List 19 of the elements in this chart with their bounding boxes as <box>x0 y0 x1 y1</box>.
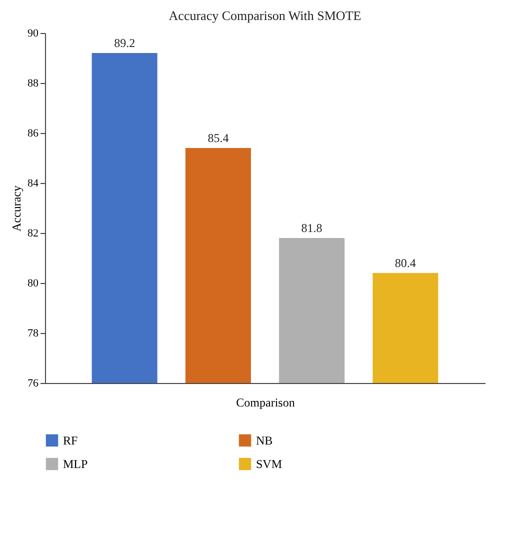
y-axis-title: Accuracy <box>10 186 24 232</box>
data-label: 80.4 <box>394 256 416 270</box>
y-tick-label: 90 <box>28 28 39 40</box>
y-tick-label: 80 <box>28 278 39 290</box>
legend-label: SVM <box>256 457 282 471</box>
y-tick-label: 84 <box>28 178 39 190</box>
y-tick-label: 76 <box>28 378 39 390</box>
x-axis-title: Comparison <box>236 396 295 410</box>
data-label: 89.2 <box>114 36 136 50</box>
y-tick-label: 78 <box>28 328 39 340</box>
legend-label: MLP <box>63 457 88 471</box>
data-label: 81.8 <box>301 221 322 235</box>
y-tick-label: 82 <box>28 228 38 240</box>
y-tick-label: 88 <box>28 78 39 90</box>
legend-label: NB <box>256 433 273 448</box>
y-tick-label: 86 <box>28 128 39 140</box>
data-label: 85.4 <box>208 131 229 145</box>
legend-label: RF <box>63 433 78 448</box>
chart-title: Accuracy Comparison With SMOTE <box>168 8 362 23</box>
